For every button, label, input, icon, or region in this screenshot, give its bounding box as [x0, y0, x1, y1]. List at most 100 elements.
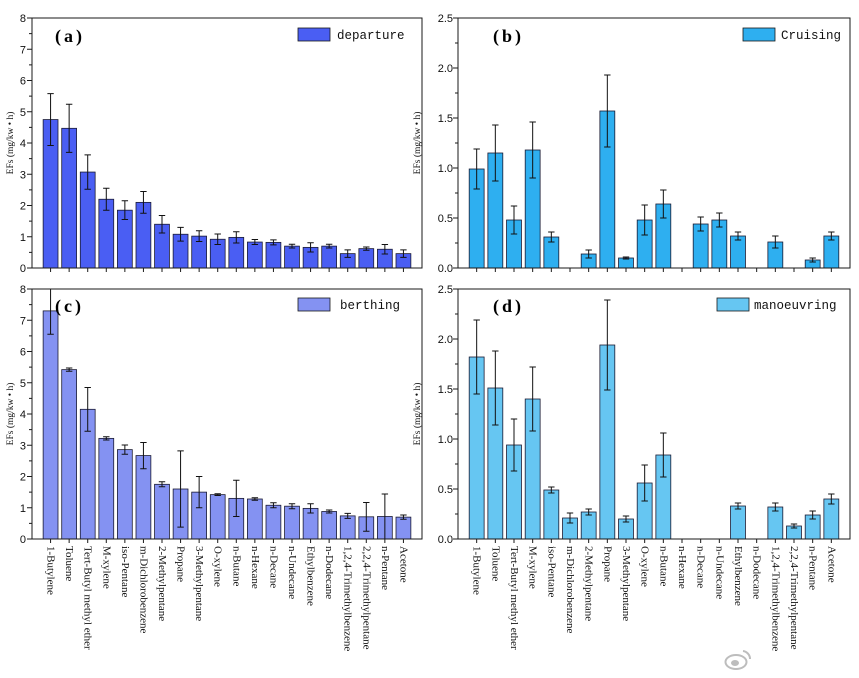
axes: 0.0 0.5 1.0 1.5 2.0 2.5 1-Butylene Toluene Tert-… — [438, 284, 838, 651]
x-tick-label: 1-Butylene — [45, 546, 57, 595]
error-bar — [47, 289, 54, 335]
error-bar — [121, 200, 129, 221]
error-bar — [492, 124, 499, 182]
legend-swatch — [297, 297, 331, 312]
y-tick-label: 6 — [20, 76, 26, 88]
error-bar — [492, 350, 499, 426]
bar — [61, 369, 77, 539]
x-tick-label: n-Undecane — [713, 546, 725, 599]
error-bar — [103, 436, 110, 441]
error-bar — [585, 249, 592, 259]
error-bar — [103, 187, 110, 211]
error-bar — [660, 189, 667, 219]
error-bar — [381, 493, 389, 539]
legend-label: berthing — [340, 299, 400, 313]
y-tick-label: 6 — [20, 347, 26, 359]
error-bar — [828, 231, 835, 241]
bar — [580, 511, 597, 539]
panel-title: (c) — [55, 296, 84, 317]
panel-d: EFs (mg/kw • h) 0.0 0.5 1.0 1.5 2.0 2.5 1-Buty… — [412, 284, 851, 651]
x-tick-label: n-Dodecane — [751, 546, 763, 599]
y-tick-label: 8 — [20, 284, 26, 296]
y-tick-label: 2.0 — [438, 334, 453, 346]
x-tick-label: O-xylene — [639, 546, 651, 587]
y-tick-label: 3 — [20, 169, 26, 181]
y-tick-label: 0.5 — [438, 484, 453, 496]
error-bar — [233, 479, 240, 517]
bar — [284, 245, 300, 268]
error-bar — [233, 231, 240, 244]
error-bar — [772, 235, 779, 249]
error-bar — [809, 257, 816, 263]
y-tick-label: 1.5 — [438, 113, 453, 125]
x-tick-label: n-Butane — [657, 546, 669, 586]
error-bar — [772, 502, 779, 512]
plot-frame — [31, 288, 423, 540]
error-bar — [566, 512, 574, 524]
x-tick-label: Ethylbenzene — [732, 546, 744, 606]
panel-b: EFs (mg/kw • h) 0.0 0.5 1.0 1.5 2.0 2.5 (b) C… — [412, 13, 851, 275]
legend-swatch — [297, 27, 331, 42]
y-axis-label: EFs (mg/kw • h) — [412, 383, 423, 446]
bar — [209, 494, 226, 539]
axes: 0 1 2 3 4 5 6 7 8 1-Butylene Toluene Tert-Butyl met… — [20, 284, 410, 651]
x-tick-label: iso-Pentane — [119, 546, 131, 597]
x-tick-label: m-Dichlorobenzene — [564, 546, 576, 633]
y-tick-label: 2.0 — [438, 63, 453, 75]
panel-a: EFs (mg/kw • h) 0 1 2 3 4 5 6 7 8 (a) departure — [5, 13, 423, 275]
error-bar — [828, 493, 835, 505]
y-tick-label: 0.5 — [438, 213, 453, 225]
y-tick-label: 2 — [20, 472, 26, 484]
y-tick-label: 1.0 — [438, 434, 453, 446]
y-tick-label: 1.5 — [438, 384, 453, 396]
y-tick-label: 1.0 — [438, 163, 453, 175]
error-bar — [65, 103, 73, 153]
y-tick-label: 0 — [20, 263, 26, 275]
y-tick-label: 5 — [20, 107, 26, 119]
x-tick-label: Propane — [601, 546, 613, 582]
error-bar — [697, 216, 704, 232]
x-tick-label: n-Decane — [695, 546, 707, 588]
error-bar — [270, 239, 277, 246]
error-bar — [195, 230, 203, 242]
bar — [98, 437, 115, 539]
error-bar — [325, 243, 333, 249]
x-tick-label: 2,2,4-Trimethylpentane — [788, 546, 800, 650]
x-tick-label: Propane — [175, 546, 187, 582]
x-tick-label: n-Hexane — [249, 546, 261, 589]
bar — [358, 248, 375, 268]
bar — [823, 498, 840, 539]
error-bar — [251, 497, 259, 501]
error-bar — [177, 450, 184, 528]
error-bar — [251, 239, 259, 246]
error-bar — [307, 503, 314, 514]
error-bar — [84, 154, 91, 190]
x-tick-label: Acetone — [825, 546, 837, 583]
weibo-logo-icon — [724, 650, 752, 670]
bar — [247, 241, 263, 268]
error-bar — [809, 510, 816, 520]
bar — [730, 235, 746, 268]
error-bar — [660, 432, 667, 478]
error-bar — [734, 231, 742, 241]
error-bar — [195, 476, 203, 509]
error-bar — [641, 464, 648, 502]
x-tick-label: Tert-Butyl methyl ether — [508, 546, 520, 650]
legend-label: departure — [337, 29, 405, 43]
x-tick-label: n-Pentane — [807, 546, 819, 590]
error-bar — [214, 493, 221, 497]
legend-swatch — [716, 297, 750, 312]
error-bar — [344, 512, 351, 519]
bar — [265, 241, 282, 268]
error-bar — [622, 515, 630, 523]
error-bar — [177, 226, 184, 242]
x-tick-label: 3-Methylpentane — [620, 546, 632, 621]
y-tick-label: 2 — [20, 201, 26, 213]
error-bar — [325, 509, 333, 514]
x-tick-label: n-Pentane — [379, 546, 391, 590]
x-tick-label: Ethylbenzene — [305, 546, 317, 606]
y-tick-label: 3 — [20, 440, 26, 452]
y-tick-label: 1 — [20, 503, 26, 515]
